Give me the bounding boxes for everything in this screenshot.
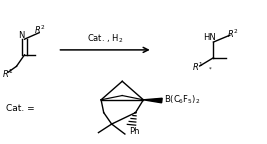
Text: B(C$_6$F$_5$)$_2$: B(C$_6$F$_5$)$_2$ — [164, 94, 200, 106]
Text: Ph: Ph — [129, 127, 139, 136]
Text: Cat. , H$_2$: Cat. , H$_2$ — [87, 32, 123, 45]
Text: Cat. =: Cat. = — [6, 104, 34, 113]
Text: $R^1$: $R^1$ — [192, 61, 203, 73]
Polygon shape — [143, 98, 162, 103]
Text: $R^2$: $R^2$ — [34, 24, 46, 36]
Text: $R^2$: $R^2$ — [227, 27, 239, 40]
Text: $_{*}$: $_{*}$ — [208, 62, 212, 72]
Text: HN: HN — [203, 33, 216, 42]
Text: N: N — [18, 31, 25, 40]
Text: $R^1$: $R^1$ — [2, 67, 14, 80]
